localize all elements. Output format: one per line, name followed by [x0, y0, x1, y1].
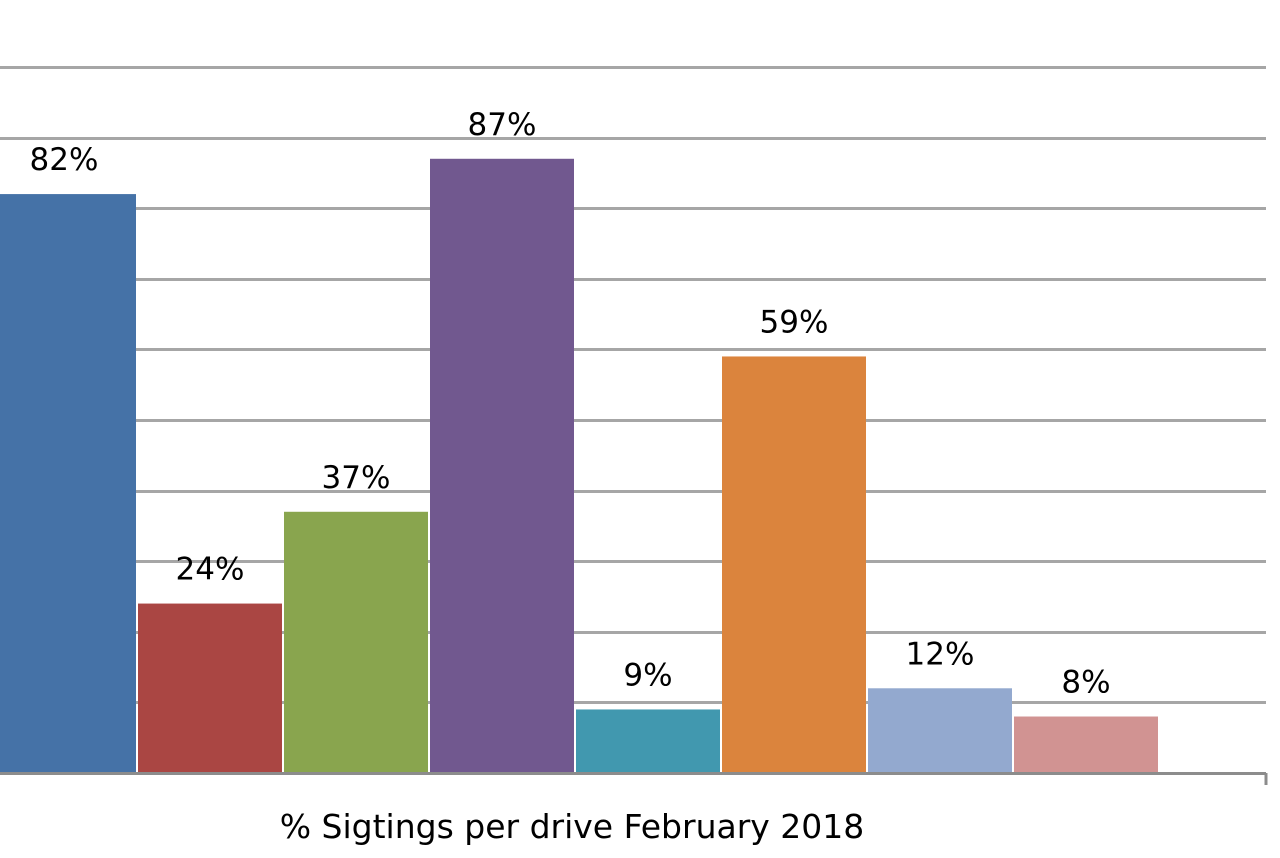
bar-5	[576, 709, 720, 773]
x-axis	[0, 772, 1268, 785]
data-label-1: 82%	[30, 142, 99, 178]
bars	[0, 158, 1158, 773]
data-label-3: 37%	[322, 460, 391, 496]
x-axis-title: % Sigtings per drive February 2018	[280, 807, 865, 846]
data-label-2: 24%	[176, 552, 245, 588]
bar-7	[868, 688, 1012, 773]
data-label-4: 87%	[468, 107, 537, 143]
bar-4	[430, 158, 574, 773]
data-label-8: 8%	[1061, 665, 1110, 701]
bar-3	[284, 511, 428, 773]
bar-6	[722, 356, 866, 773]
bar-8	[1014, 716, 1158, 773]
data-labels: 82% 24% 37% 87% 9% 59% 12% 8%	[30, 107, 1111, 701]
bar-1	[0, 194, 136, 773]
bar-2	[138, 603, 282, 773]
data-label-6: 59%	[760, 304, 829, 340]
data-label-5: 9%	[623, 657, 672, 693]
data-label-7: 12%	[906, 636, 975, 672]
